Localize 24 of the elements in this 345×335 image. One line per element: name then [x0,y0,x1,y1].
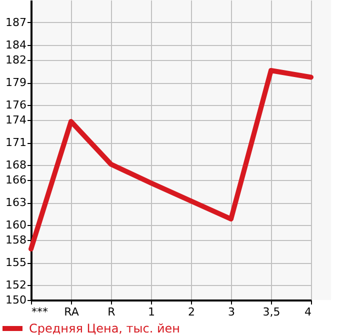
y-tick-label: 184 [6,38,26,52]
y-tick-label: 182 [6,54,26,66]
x-tick-label: 4 [304,306,312,318]
x-tick-label: *** [32,306,48,318]
y-tick-label: 179 [6,76,26,89]
y-tick-label: 174 [6,114,26,126]
y-tick-label: 163 [6,196,26,209]
y-tick-label: 166 [6,174,26,186]
x-tick-label: 1 [148,306,155,318]
y-tick-label: 187 [6,16,26,29]
x-tick-label: RA [64,306,80,318]
y-tick-label: 152 [6,278,26,292]
x-tick-label: 3 [228,306,235,318]
y-tick-label: 171 [6,136,26,149]
x-tick-label: 2 [188,306,195,318]
y-tick-label: 168 [6,158,26,172]
x-tick-label: 3,5 [262,306,280,318]
y-tick-label: 158 [6,234,26,246]
y-tick-label: 160 [6,218,26,232]
y-tick-label: 150 [6,294,26,306]
legend-label: Средняя Цена, тыс. йен [29,322,180,335]
y-tick-label: 155 [6,256,26,269]
x-tick-label: R [108,306,116,318]
y-tick-label: 176 [6,98,26,112]
